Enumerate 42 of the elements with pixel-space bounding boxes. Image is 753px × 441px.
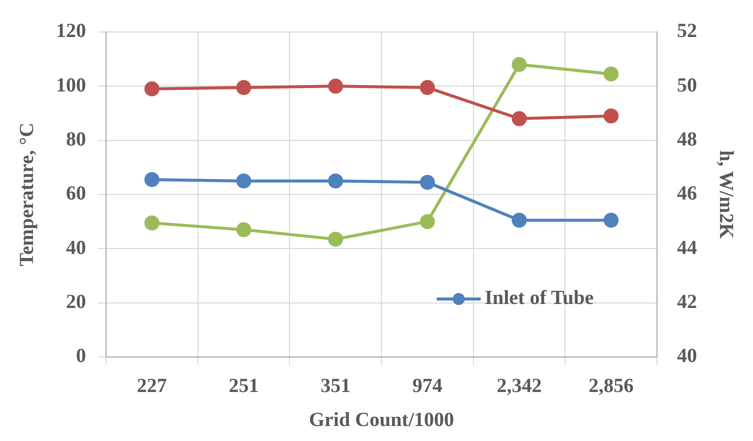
- point: [236, 80, 252, 96]
- y-tick-label: 120: [56, 20, 86, 42]
- x-tick-label: 974: [412, 375, 442, 398]
- point: [420, 174, 435, 190]
- legend-label: Inlet of Tube: [484, 287, 594, 310]
- point: [328, 173, 344, 188]
- y-tick-label: 60: [66, 182, 86, 205]
- x-tick-label: 2,856: [588, 375, 634, 398]
- point: [144, 172, 160, 188]
- y-tick-label: 20: [66, 291, 86, 314]
- y-axis-title: Temperature, °C: [16, 122, 38, 266]
- y-tick-label: 0: [76, 345, 86, 368]
- point: [144, 81, 160, 96]
- x-axis-title: Grid Count/1000: [308, 409, 454, 432]
- x-tick-label: 2,342: [496, 375, 542, 398]
- point: [420, 80, 435, 96]
- x-tick-label: 227: [136, 375, 167, 398]
- y2-tick-label: 46: [677, 182, 697, 205]
- y-tick-label: 100: [56, 74, 86, 96]
- point: [420, 214, 435, 230]
- point: [604, 212, 619, 228]
- y-tick-label: 40: [66, 236, 86, 259]
- point: [328, 232, 344, 247]
- point: [512, 111, 527, 126]
- point: [328, 78, 344, 94]
- point: [604, 66, 619, 82]
- point: [604, 108, 619, 124]
- y2-tick-label: 52: [677, 20, 697, 42]
- y2-axis-title: h, W/m2K: [714, 150, 737, 240]
- point: [512, 212, 527, 228]
- point: [236, 173, 252, 188]
- point: [512, 57, 527, 72]
- y2-tick-label: 44: [677, 236, 697, 259]
- y2-tick-label: 50: [677, 74, 697, 96]
- y2-tick-label: 42: [677, 291, 697, 314]
- y2-tick-label: 48: [677, 128, 697, 151]
- y2-tick-label: 40: [677, 345, 697, 368]
- point: [144, 215, 160, 230]
- y-tick-label: 80: [66, 128, 86, 151]
- x-tick-label: 251: [228, 375, 259, 398]
- x-tick-label: 351: [320, 375, 351, 398]
- point: [236, 222, 252, 238]
